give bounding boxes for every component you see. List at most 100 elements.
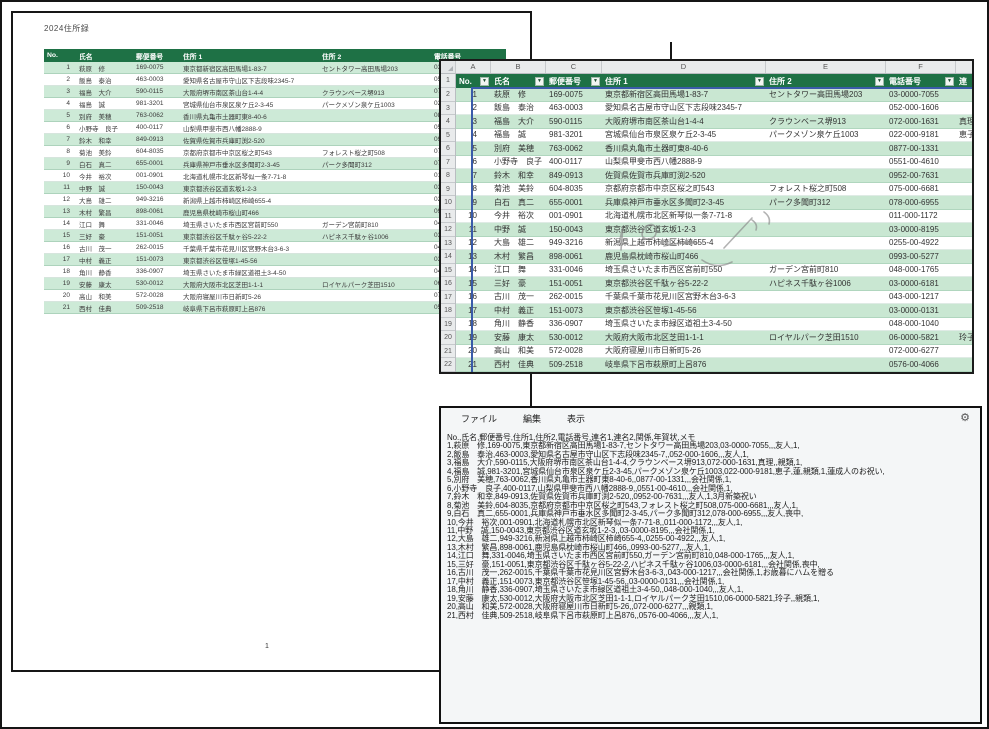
- sheet-cell-phone[interactable]: 03-0000-0131: [889, 305, 939, 315]
- sheet-cell-name[interactable]: 中野 誠: [494, 224, 526, 234]
- sheet-cell-renmei1[interactable]: 玲子: [959, 332, 972, 342]
- sheet-cell-phone[interactable]: 0877-00-1331: [889, 143, 939, 153]
- filter-dropdown-icon[interactable]: ▼: [535, 76, 544, 86]
- sheet-cell-addr2[interactable]: フォレスト桜之町508: [769, 184, 847, 194]
- sheet-cell-zip[interactable]: 849-0913: [549, 170, 583, 180]
- row-number-11[interactable]: 11: [441, 210, 455, 223]
- filter-dropdown-icon[interactable]: ▼: [945, 76, 954, 86]
- sheet-cell-zip[interactable]: 898-0061: [549, 251, 583, 261]
- row-number-2[interactable]: 2: [441, 88, 455, 102]
- sheet-cell-addr1[interactable]: 東京都渋谷区道玄坂1-2-3: [605, 224, 696, 234]
- sheet-cell-no[interactable]: 5: [472, 143, 477, 153]
- sheet-cell-phone[interactable]: 072-000-6277: [889, 346, 939, 356]
- sheet-cell-name[interactable]: 福島 誠: [494, 130, 526, 140]
- sheet-cell-name[interactable]: 今井 裕次: [494, 211, 534, 221]
- sheet-cell-addr1[interactable]: 佐賀県佐賀市兵庫町渕2-520: [605, 170, 706, 180]
- sheet-cell-zip[interactable]: 331-0046: [549, 265, 583, 275]
- row-number-5[interactable]: 5: [441, 129, 455, 142]
- sheet-cell-phone[interactable]: 011-000-1172: [889, 211, 938, 221]
- sheet-cell-name[interactable]: 白石 真二: [494, 197, 534, 207]
- column-letter-D[interactable]: D: [602, 61, 766, 73]
- column-letter-B[interactable]: B: [491, 61, 546, 73]
- sheet-cell-addr1[interactable]: 鹿児島県枕崎市桜山町466: [605, 251, 699, 261]
- sheet-cell-renmei1[interactable]: 恵子: [959, 130, 972, 140]
- sheet-cell-addr1[interactable]: 大阪府寝屋川市日新町5-26: [605, 346, 702, 356]
- sheet-cell-no[interactable]: 14: [468, 265, 477, 275]
- row-number-21[interactable]: 21: [441, 345, 455, 358]
- column-letter-A[interactable]: A: [456, 61, 491, 73]
- sheet-cell-name[interactable]: 安藤 康太: [494, 332, 534, 342]
- sheet-cell-phone[interactable]: 048-000-1765: [889, 265, 939, 275]
- sheet-cell-addr2[interactable]: ハピネス千駄ヶ谷1006: [769, 278, 851, 288]
- row-number-6[interactable]: 6: [441, 142, 455, 156]
- column-letter-E[interactable]: E: [766, 61, 886, 73]
- sheet-cell-addr1[interactable]: 香川県丸亀市土器町東8-40-6: [605, 143, 709, 153]
- sheet-cell-zip[interactable]: 336-0907: [549, 319, 583, 329]
- sheet-cell-name[interactable]: 中村 義正: [494, 305, 534, 315]
- row-number-16[interactable]: 16: [441, 277, 455, 291]
- row-number-1[interactable]: 1: [441, 74, 455, 88]
- sheet-cell-zip[interactable]: 001-0901: [549, 211, 583, 221]
- row-number-12[interactable]: 12: [441, 223, 455, 237]
- sheet-cell-name[interactable]: 高山 和美: [494, 346, 534, 356]
- sheet-cell-no[interactable]: 4: [472, 130, 477, 140]
- sheet-cell-addr2[interactable]: ガーデン宮前町810: [769, 265, 839, 275]
- sheet-cell-zip[interactable]: 150-0043: [549, 224, 583, 234]
- sheet-cell-addr1[interactable]: 山梨県甲斐市西八幡2888-9: [605, 157, 702, 167]
- sheet-cell-zip[interactable]: 151-0051: [549, 278, 583, 288]
- row-number-17[interactable]: 17: [441, 291, 455, 304]
- sheet-cell-addr1[interactable]: 千葉県千葉市花見川区宮野木台3-6-3: [605, 292, 736, 302]
- sheet-cell-name[interactable]: 大島 雄二: [494, 238, 534, 248]
- sheet-cell-zip[interactable]: 169-0075: [549, 89, 583, 99]
- sheet-cell-phone[interactable]: 022-000-9181: [889, 130, 939, 140]
- sheet-cell-phone[interactable]: 0952-00-7631: [889, 170, 939, 180]
- sheet-cell-phone[interactable]: 072-000-1631: [889, 116, 939, 126]
- sheet-cell-addr1[interactable]: 宮城県仙台市泉区泉ケ丘2-3-45: [605, 130, 717, 140]
- row-number-13[interactable]: 13: [441, 237, 455, 250]
- sheet-cell-name[interactable]: 古川 茂一: [494, 292, 534, 302]
- sheet-cell-name[interactable]: 鈴木 和幸: [494, 170, 534, 180]
- sheet-cell-phone[interactable]: 043-000-1217: [889, 292, 939, 302]
- sheet-cell-renmei1[interactable]: 真理: [959, 116, 972, 126]
- sheet-cell-addr1[interactable]: 埼玉県さいたま市西区宮前町550: [605, 265, 723, 275]
- sheet-cell-no[interactable]: 16: [468, 292, 477, 302]
- sheet-cell-name[interactable]: 菊池 美鈴: [494, 184, 534, 194]
- row-number-15[interactable]: 15: [441, 264, 455, 277]
- sheet-cell-zip[interactable]: 530-0012: [549, 332, 583, 342]
- sheet-cell-name[interactable]: 西村 佳典: [494, 359, 534, 369]
- sheet-cell-phone[interactable]: 03-0000-8195: [889, 224, 939, 234]
- row-number-9[interactable]: 9: [441, 183, 455, 196]
- sheet-cell-addr1[interactable]: 埼玉県さいたま市緑区道祖土3-4-50: [605, 319, 732, 329]
- column-letter-F[interactable]: F: [886, 61, 956, 73]
- sheet-cell-zip[interactable]: 981-3201: [549, 130, 583, 140]
- sheet-cell-no[interactable]: 9: [472, 197, 477, 207]
- sheet-cell-no[interactable]: 15: [468, 278, 477, 288]
- sheet-cell-zip[interactable]: 572-0028: [549, 346, 583, 356]
- sheet-cell-no[interactable]: 21: [468, 359, 477, 369]
- sheet-cell-addr1[interactable]: 兵庫県神戸市垂水区多聞町2-3-45: [605, 197, 725, 207]
- sheet-cell-no[interactable]: 7: [472, 170, 477, 180]
- row-number-20[interactable]: 20: [441, 331, 455, 345]
- sheet-cell-addr1[interactable]: 京都府京都市中京区桜之町543: [605, 184, 715, 194]
- row-number-3[interactable]: 3: [441, 102, 455, 115]
- sheet-cell-no[interactable]: 11: [468, 224, 477, 234]
- sheet-cell-zip[interactable]: 509-2518: [549, 359, 583, 369]
- sheet-cell-no[interactable]: 19: [468, 332, 477, 342]
- sheet-cell-phone[interactable]: 052-000-1606: [889, 103, 939, 113]
- sheet-cell-zip[interactable]: 151-0073: [549, 305, 583, 315]
- row-number-10[interactable]: 10: [441, 196, 455, 210]
- menu-edit[interactable]: 編集: [523, 413, 542, 424]
- sheet-cell-no[interactable]: 13: [468, 251, 477, 261]
- sheet-cell-name[interactable]: 福島 大介: [494, 116, 534, 126]
- sheet-cell-phone[interactable]: 03-0000-6181: [889, 278, 939, 288]
- sheet-cell-phone[interactable]: 0993-00-5277: [889, 251, 939, 261]
- sheet-cell-zip[interactable]: 400-0117: [549, 157, 583, 167]
- sheet-cell-addr1[interactable]: 岐阜県下呂市萩原町上呂876: [605, 359, 707, 369]
- select-all-corner[interactable]: [441, 61, 456, 73]
- sheet-cell-addr1[interactable]: 東京都新宿区高田馬場1-83-7: [605, 89, 709, 99]
- sheet-cell-no[interactable]: 1: [472, 89, 477, 99]
- sheet-cell-name[interactable]: 江口 舞: [494, 265, 526, 275]
- sheet-cell-zip[interactable]: 262-0015: [549, 292, 583, 302]
- sheet-cell-name[interactable]: 角川 静香: [494, 319, 534, 329]
- sheet-cell-no[interactable]: 10: [468, 211, 477, 221]
